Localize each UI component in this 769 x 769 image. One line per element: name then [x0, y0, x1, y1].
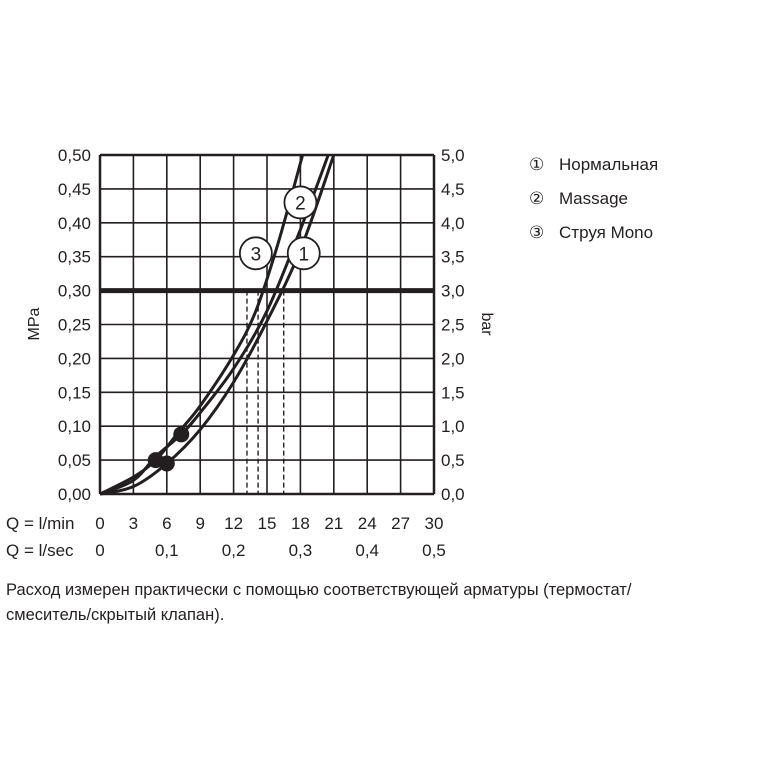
- y-right-tick-label: 4,0: [441, 214, 465, 233]
- y-left-tick-label: 0,35: [58, 248, 91, 267]
- measurement-note: Расход измерен практически с помощью соо…: [6, 578, 766, 628]
- marker-lines: [246, 290, 285, 494]
- curve-label-circle-2: [283, 185, 318, 220]
- y-left-tick-label: 0,40: [58, 214, 91, 233]
- legend: ① Нормальная ② Massage ③ Струя Mono: [529, 155, 658, 242]
- series-dot-2: [173, 426, 190, 443]
- y-left-tick-labels: 0,00 0,05 0,10 0,15 0,20 0,25 0,30 0,35 0,40 0,45…: [58, 146, 91, 504]
- x-axes: Q = l/min Q = l/sec 0 3 6 9 12 15 18 21 24 27 30 0…: [6, 514, 446, 560]
- legend-mark-1: ①: [529, 155, 544, 174]
- curve-label-circle-1: [286, 236, 321, 271]
- dots-group: [147, 426, 190, 472]
- x-lsec-axis-title: Q = l/sec: [6, 541, 74, 560]
- y-left-axis-title: MPa: [26, 307, 43, 340]
- x-lmin-tick-label: 3: [129, 514, 138, 533]
- y-left-tick-label: 0,50: [58, 146, 91, 165]
- curve-label-circle-3: [238, 236, 273, 271]
- y-right-tick-label: 1,5: [441, 383, 465, 402]
- x-lmin-tick-label: 0: [95, 514, 104, 533]
- x-lmin-tick-label: 9: [195, 514, 204, 533]
- note-line-1: Расход измерен практически с помощью соо…: [6, 581, 632, 599]
- x-lsec-tick-label: 0: [95, 541, 104, 560]
- y-right-tick-label: 0,5: [441, 451, 465, 470]
- curve-label-1: 1: [298, 244, 309, 265]
- curve-label-2: 2: [295, 193, 306, 214]
- y-right-tick-label: 2,5: [441, 316, 465, 335]
- y-right-tick-label: 3,5: [441, 248, 465, 267]
- x-lsec-tick-label: 0,1: [155, 541, 179, 560]
- y-left-tick-label: 0,00: [58, 485, 91, 504]
- y-left-tick-label: 0,45: [58, 180, 91, 199]
- y-right-tick-label: 2,0: [441, 349, 465, 368]
- x-lmin-tick-label: 18: [291, 514, 310, 533]
- y-right-tick-label: 5,0: [441, 146, 465, 165]
- y-left-tick-label: 0,10: [58, 417, 91, 436]
- legend-mark-2: ②: [529, 189, 544, 208]
- x-lsec-tick-label: 0,5: [422, 541, 446, 560]
- series-line-3: [99, 154, 305, 496]
- y-right-tick-labels: 0,0 0,5 1,0 1,5 2,0 2,5 3,0 3,5 4,0 4,5 5,0: [441, 146, 465, 504]
- x-lmin-tick-label: 21: [324, 514, 343, 533]
- legend-item-1: Нормальная: [559, 155, 658, 174]
- legend-item-2: Massage: [559, 189, 628, 208]
- series-dot-3: [147, 452, 164, 469]
- note-line-2: смеситель/скрытый клапан).: [6, 606, 225, 624]
- x-lmin-tick-label: 27: [391, 514, 410, 533]
- y-left-tick-label: 0,05: [58, 451, 91, 470]
- y-right-tick-label: 1,0: [441, 417, 465, 436]
- y-left-tick-label: 0,15: [58, 383, 91, 402]
- y-right-tick-label: 0,0: [441, 485, 465, 504]
- x-lmin-tick-labels: 0 3 6 9 12 15 18 21 24 27 30: [95, 514, 443, 533]
- x-lmin-tick-label: 30: [425, 514, 444, 533]
- x-lmin-tick-label: 15: [258, 514, 277, 533]
- x-lsec-tick-label: 0,3: [289, 541, 313, 560]
- x-lmin-tick-label: 12: [224, 514, 243, 533]
- x-lmin-tick-label: 6: [162, 514, 171, 533]
- y-left-tick-label: 0,30: [58, 282, 91, 301]
- y-right-tick-label: 3,0: [441, 282, 465, 301]
- curve-labels-group: 1 2 3: [238, 185, 321, 271]
- y-left-tick-label: 0,20: [58, 349, 91, 368]
- legend-item-3: Струя Mono: [559, 223, 653, 242]
- legend-mark-3: ③: [529, 223, 544, 242]
- y-left-tick-label: 0,25: [58, 316, 91, 335]
- x-lsec-tick-label: 0,4: [355, 541, 379, 560]
- chart-grid: [98, 153, 436, 496]
- x-lmin-axis-title: Q = l/min: [6, 514, 75, 533]
- y-right-axis-title: bar: [478, 312, 495, 336]
- x-lmin-tick-label: 24: [358, 514, 377, 533]
- x-lsec-tick-labels: 0 0,1 0,2 0,3 0,4 0,5: [95, 541, 446, 560]
- x-lsec-tick-label: 0,2: [222, 541, 246, 560]
- y-right-tick-label: 4,5: [441, 180, 465, 199]
- curve-label-3: 3: [251, 244, 262, 265]
